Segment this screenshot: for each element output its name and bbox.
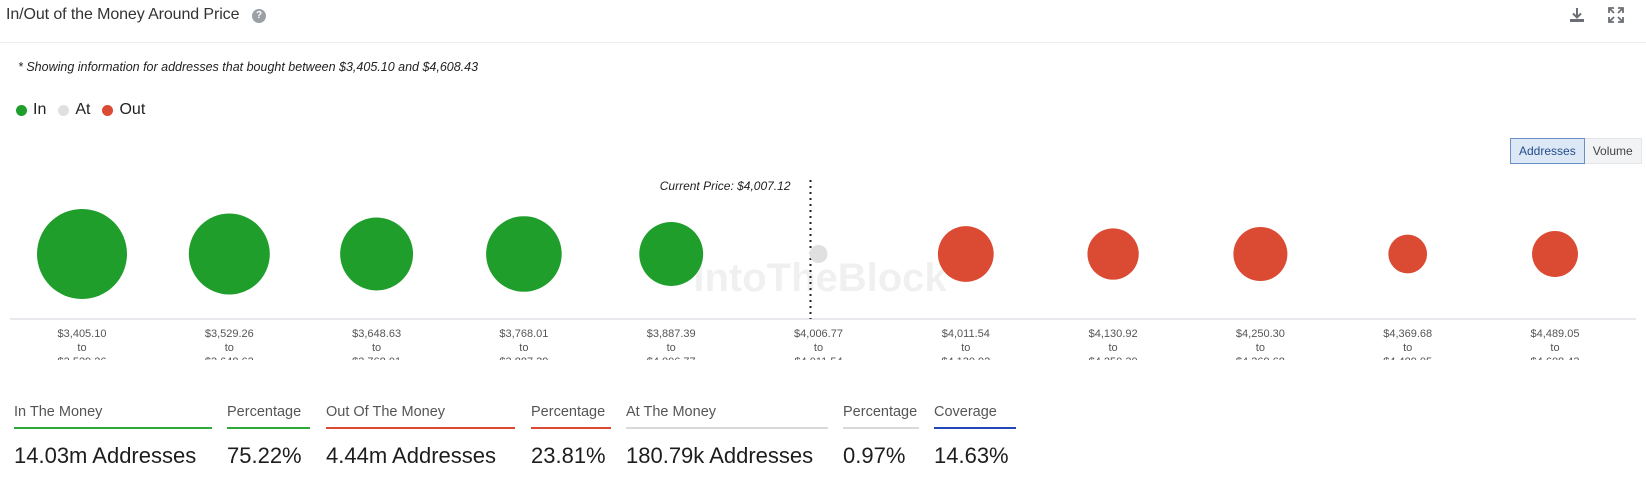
bin-range-label: $4,006.77 — [647, 356, 696, 360]
volume-toggle-button[interactable]: Volume — [1584, 138, 1642, 164]
chart-legend: In At Out — [16, 101, 145, 119]
stat-value: 0.97% — [843, 443, 906, 468]
stat-label: Percentage — [227, 404, 310, 429]
bin-range-label: $3,648.63 — [205, 356, 254, 360]
stat-in-percentage: Percentage 75.22% — [227, 404, 310, 469]
legend-item-out[interactable]: Out — [102, 101, 145, 119]
chart-watermark: IntoTheBlock — [693, 256, 947, 300]
legend-item-in[interactable]: In — [16, 101, 46, 119]
bin-range-label: $3,648.63 — [352, 328, 401, 340]
stat-out-of-the-money: Out Of The Money 4.44m Addresses — [326, 404, 515, 469]
stat-value: 75.22% — [227, 443, 302, 468]
stat-value: 14.63% — [934, 443, 1009, 468]
bin-range-label: $3,768.01 — [499, 328, 548, 340]
legend-dot-in — [16, 104, 27, 116]
bin-range-label: $4,489.05 — [1383, 356, 1432, 360]
stat-label: Percentage — [843, 404, 919, 429]
bin-range-separator: to — [225, 342, 234, 354]
bubble-in — [639, 222, 704, 286]
stat-label: At The Money — [626, 404, 828, 429]
bin-range-separator: to — [1109, 342, 1118, 354]
bin-range-separator: to — [814, 342, 823, 354]
stat-coverage: Coverage 14.63% — [934, 404, 1016, 469]
bin-range-label: $3,887.39 — [647, 328, 696, 340]
bin-range-label: $4,369.68 — [1236, 356, 1285, 360]
bin-range-label: $3,529.26 — [205, 328, 254, 340]
bin-range-label: $4,369.68 — [1383, 328, 1432, 340]
stat-label: Percentage — [531, 404, 611, 429]
bin-range-label: $3,405.10 — [58, 328, 107, 340]
stat-value: 4.44m Addresses — [326, 443, 496, 468]
bubble-out — [1087, 228, 1139, 280]
bin-range-separator: to — [1403, 342, 1412, 354]
stat-at-percentage: Percentage 0.97% — [843, 404, 919, 469]
bin-range-label: $4,130.92 — [1089, 328, 1138, 340]
stat-label: Coverage — [934, 404, 1016, 429]
legend-label-at: At — [75, 101, 91, 118]
bubble-out — [1233, 227, 1288, 281]
bubble-chart: IntoTheBlock Current Price: $4,007.12 $3,4… — [10, 179, 1636, 360]
widget-header: In/Out of the Money Around Price ? — [0, 0, 1646, 43]
stat-value: 23.81% — [531, 443, 606, 468]
bin-range-separator: to — [1550, 342, 1559, 354]
bin-range-label: $4,608.43 — [1531, 356, 1580, 360]
legend-label-out: Out — [119, 101, 146, 118]
question-circle-icon[interactable]: ? — [252, 9, 266, 23]
metric-toggle: Addresses Volume — [1510, 138, 1642, 164]
summary-stats: In The Money 14.03m Addresses Percentage… — [0, 404, 1646, 482]
stat-label: Out Of The Money — [326, 404, 515, 429]
current-price-label: Current Price: $4,007.12 — [660, 179, 791, 193]
bin-range-label: $3,887.39 — [499, 356, 548, 360]
stat-label: In The Money — [14, 404, 212, 429]
bin-range-label: $4,250.30 — [1089, 356, 1138, 360]
bubble-at — [809, 245, 828, 263]
legend-dot-at — [58, 104, 70, 116]
bin-range-label: $4,011.54 — [794, 356, 842, 360]
bin-range-separator: to — [1256, 342, 1265, 354]
bin-range-label: $4,011.54 — [942, 328, 990, 340]
bin-range-label: $4,489.05 — [1531, 328, 1580, 340]
bubble-in — [486, 216, 562, 292]
addresses-toggle-button[interactable]: Addresses — [1510, 138, 1585, 164]
bin-range-separator: to — [667, 342, 676, 354]
legend-dot-out — [102, 104, 114, 116]
bin-range-separator: to — [372, 342, 381, 354]
legend-label-in: In — [33, 101, 47, 118]
bubble-in — [340, 217, 414, 291]
bubble-out — [1532, 231, 1578, 277]
bin-range-label: $3,529.26 — [58, 356, 107, 360]
bin-range-label: $4,006.77 — [794, 328, 843, 340]
range-note: * Showing information for addresses that… — [18, 60, 479, 74]
stat-at-the-money: At The Money 180.79k Addresses — [626, 404, 828, 469]
bubble-out — [1388, 234, 1428, 274]
bin-range-separator: to — [77, 342, 86, 354]
bubble-in — [188, 213, 270, 295]
stat-value: 14.03m Addresses — [14, 443, 197, 468]
bin-range-label: $4,250.30 — [1236, 328, 1285, 340]
stat-out-percentage: Percentage 23.81% — [531, 404, 611, 469]
legend-item-at[interactable]: At — [58, 101, 90, 119]
bubble-in — [37, 209, 127, 299]
bin-range-separator: to — [961, 342, 970, 354]
bubble-out — [937, 226, 994, 282]
bin-range-label: $3,768.01 — [352, 356, 401, 360]
widget-title: In/Out of the Money Around Price — [6, 6, 240, 23]
stat-in-the-money: In The Money 14.03m Addresses — [14, 404, 212, 469]
download-icon[interactable] — [1568, 6, 1586, 24]
bin-range-separator: to — [519, 342, 528, 354]
expand-icon[interactable] — [1607, 6, 1625, 24]
stat-value: 180.79k Addresses — [626, 443, 814, 468]
bin-range-label: $4,130.92 — [941, 356, 990, 360]
